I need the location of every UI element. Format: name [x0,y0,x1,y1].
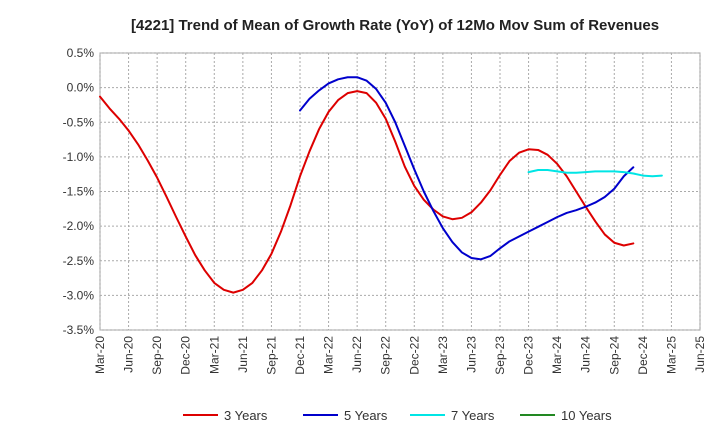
x-tick-label: Mar-21 [207,336,221,374]
x-tick-label: Sep-22 [379,336,393,375]
legend: 3 Years 5 Years 7 Years 10 Years [183,408,612,423]
y-tick-label: -1.0% [63,150,95,164]
x-tick-label: Mar-25 [664,336,678,374]
x-tick-label: Jun-23 [464,336,478,373]
y-tick-label: -2.0% [63,219,95,233]
legend-label: 7 Years [451,408,495,423]
x-tick-label: Dec-20 [179,336,193,375]
x-tick-label: Mar-20 [93,336,107,374]
x-tick-label: Jun-20 [122,336,136,373]
series-lines [99,76,663,294]
x-tick-label: Mar-24 [550,336,564,374]
x-tick-label: Dec-24 [636,336,650,375]
x-tick-label: Jun-24 [579,336,593,373]
x-tick-label: Mar-23 [436,336,450,374]
y-tick-label: -0.5% [63,115,95,129]
grid-lines [99,52,701,331]
y-tick-label: 0.5% [67,46,95,60]
legend-label: 10 Years [561,408,612,423]
x-tick-label: Sep-24 [607,336,621,375]
x-tick-label: Sep-20 [150,336,164,375]
y-tick-label: 0.0% [67,81,95,95]
x-tick-label: Dec-23 [522,336,536,375]
chart-title: [4221] Trend of Mean of Growth Rate (YoY… [131,17,659,34]
x-tick-label: Sep-21 [264,336,278,375]
x-tick-label: Sep-23 [493,336,507,375]
series-line-3 [527,169,663,178]
x-axis-ticks: Mar-20 Jun-20 Sep-20 Dec-20 Mar-21 Jun-21 Sep-… [93,336,707,375]
y-tick-label: -3.0% [63,288,95,302]
series-line-1 [99,90,635,294]
legend-label: 3 Years [224,408,268,423]
x-tick-label: Mar-22 [322,336,336,374]
x-tick-label: Dec-22 [407,336,421,375]
y-axis-ticks: 0.5% 0.0% -0.5% -1.0% -1.5% -2.0% -2.5% -3.0% -3… [63,46,95,337]
x-tick-label: Jun-21 [236,336,250,373]
y-tick-label: -2.5% [63,254,95,268]
x-tick-label: Jun-22 [350,336,364,373]
y-tick-label: -1.5% [63,185,95,199]
x-tick-label: Dec-21 [293,336,307,375]
series-line-2 [299,76,635,261]
x-tick-label: Jun-25 [693,336,707,373]
legend-label: 5 Years [344,408,388,423]
y-tick-label: -3.5% [63,323,95,337]
